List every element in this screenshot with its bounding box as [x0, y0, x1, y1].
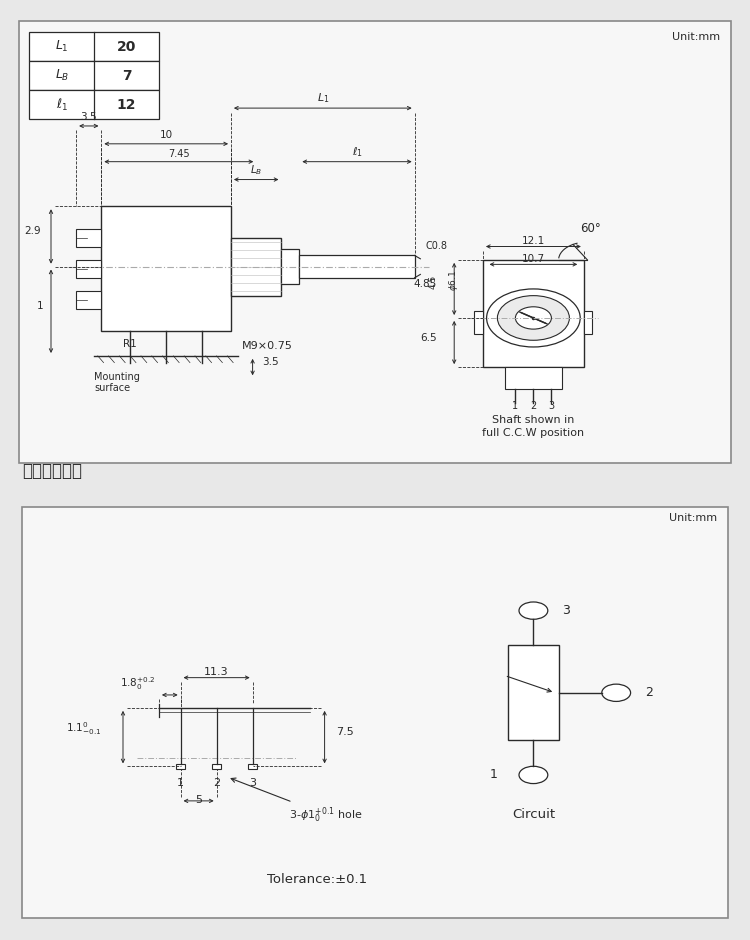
Bar	[76, 228, 101, 246]
Text: 1: 1	[177, 777, 184, 788]
Text: $L_B$: $L_B$	[250, 164, 262, 178]
Text: 5: 5	[195, 795, 202, 806]
Text: 1: 1	[37, 301, 44, 311]
Bar	[231, 238, 281, 295]
Text: 3: 3	[548, 401, 554, 412]
Text: 12.1: 12.1	[522, 236, 545, 246]
Text: 2: 2	[530, 401, 536, 412]
Text: 3: 3	[249, 777, 256, 788]
Text: 2: 2	[213, 777, 220, 788]
Text: 6.5: 6.5	[421, 333, 437, 342]
Text: 7.5: 7.5	[336, 728, 354, 737]
Bar	[281, 249, 299, 285]
Text: 11.3: 11.3	[204, 667, 229, 678]
Text: 12: 12	[117, 98, 136, 112]
Circle shape	[602, 684, 631, 701]
Bar	[248, 763, 257, 769]
Text: 60°: 60°	[580, 223, 601, 235]
Text: full C.C.W position: full C.C.W position	[482, 429, 584, 438]
Text: 10: 10	[160, 131, 172, 140]
Bar	[299, 256, 415, 278]
Bar	[76, 259, 101, 278]
Text: Unit:mm: Unit:mm	[673, 32, 721, 42]
Text: $L_1$: $L_1$	[316, 91, 329, 104]
Circle shape	[497, 295, 569, 340]
Bar	[505, 367, 562, 389]
Circle shape	[515, 306, 551, 329]
Text: $\ell_1$: $\ell_1$	[56, 97, 68, 113]
Text: 2.9: 2.9	[25, 227, 41, 237]
Text: $L_B$: $L_B$	[55, 69, 69, 84]
Text: 1: 1	[512, 401, 518, 412]
Bar	[29, 32, 159, 61]
Text: 7: 7	[122, 69, 131, 83]
Bar	[101, 207, 231, 332]
Text: R1: R1	[123, 339, 136, 349]
Text: 1: 1	[490, 768, 497, 781]
Text: 2: 2	[645, 686, 652, 699]
Text: 3: 3	[562, 604, 570, 618]
Bar	[509, 645, 559, 741]
Circle shape	[519, 766, 548, 784]
Text: $1.8^{+0.2}_{0}$: $1.8^{+0.2}_{0}$	[120, 676, 155, 693]
Text: Unit:mm: Unit:mm	[669, 513, 717, 524]
Bar	[76, 291, 101, 309]
Text: 10.7: 10.7	[522, 254, 545, 264]
Text: Shaft shown in: Shaft shown in	[492, 415, 574, 425]
Circle shape	[487, 289, 580, 347]
Bar	[483, 260, 584, 368]
Circle shape	[519, 602, 548, 619]
Text: C0.8: C0.8	[425, 241, 448, 251]
Text: 20: 20	[117, 39, 136, 54]
Text: Tolerance:±0.1: Tolerance:±0.1	[267, 873, 368, 886]
Bar	[584, 311, 592, 334]
Text: M9×0.75: M9×0.75	[242, 341, 292, 352]
Text: 4.5: 4.5	[429, 274, 438, 289]
Bar	[474, 311, 483, 334]
Text: 3.5: 3.5	[80, 113, 97, 122]
Text: 3.5: 3.5	[262, 357, 279, 368]
Text: 7.45: 7.45	[168, 149, 190, 159]
Text: $\ell_1$: $\ell_1$	[352, 145, 362, 159]
Text: Mounting
surface: Mounting surface	[94, 371, 140, 393]
Bar	[29, 61, 159, 90]
Text: 3-$\phi$$1^{+0.1}_{0}$ hole: 3-$\phi$$1^{+0.1}_{0}$ hole	[231, 778, 362, 824]
Bar	[212, 763, 221, 769]
Text: $L_1$: $L_1$	[55, 39, 69, 55]
Text: $1.1^{0}_{-0.1}$: $1.1^{0}_{-0.1}$	[65, 720, 101, 737]
Bar	[29, 90, 159, 119]
Text: 4.85: 4.85	[414, 279, 437, 289]
Text: 安装孔尺寸图: 安装孔尺寸图	[22, 462, 82, 480]
Bar	[176, 763, 185, 769]
Text: Circuit: Circuit	[512, 808, 555, 822]
Text: $\phi$6.1: $\phi$6.1	[447, 269, 460, 290]
